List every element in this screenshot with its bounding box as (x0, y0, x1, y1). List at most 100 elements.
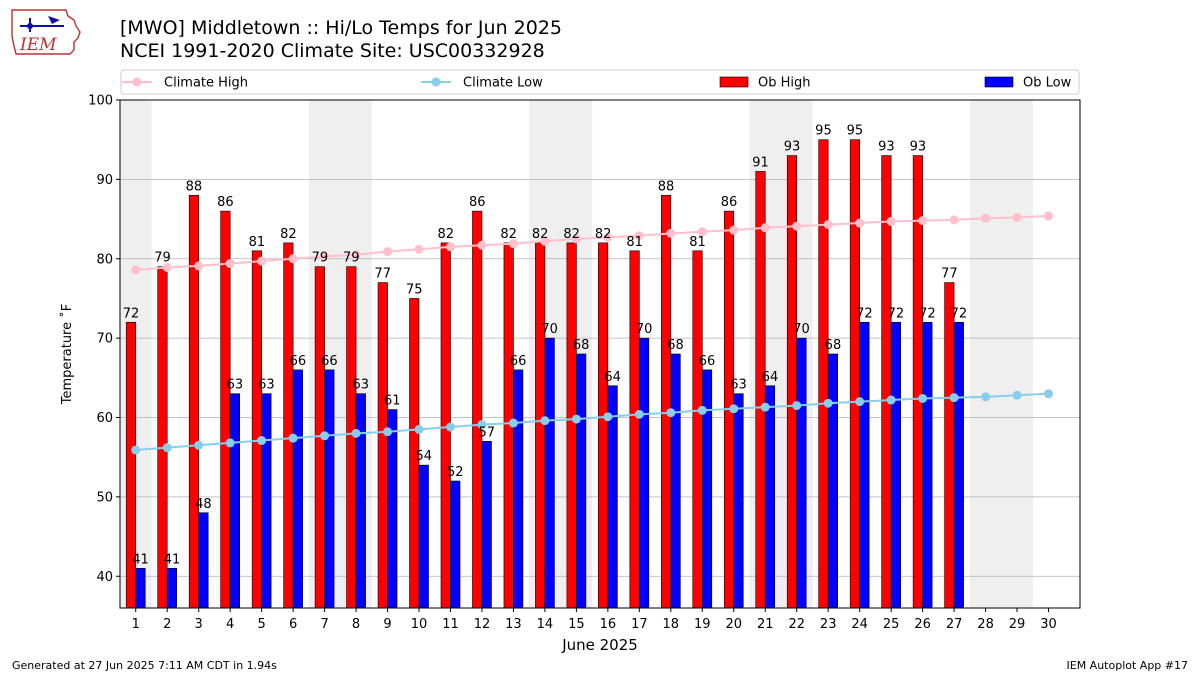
y-tick-label-50: 50 (96, 490, 113, 505)
ob-low-bar-10 (418, 464, 429, 609)
ob-low-bar-23 (827, 353, 838, 609)
x-tick-label-21: 21 (757, 617, 774, 632)
x-tick-label-5: 5 (257, 617, 265, 632)
climate-low-point-14 (540, 416, 550, 426)
ob-high-label-13: 82 (500, 227, 517, 242)
ob-high-bar-18 (661, 194, 672, 609)
climate-low-point-26 (918, 393, 928, 403)
ob-high-bar-26 (912, 155, 923, 609)
x-tick-label-22: 22 (788, 617, 805, 632)
y-axis-label: Temperature ˚F (59, 304, 75, 405)
logo-text: IEM (19, 35, 57, 55)
climate-high-point-5 (257, 256, 267, 266)
climate-high-point-24 (855, 218, 865, 228)
ob-high-bar-4 (220, 210, 231, 609)
x-tick-label-3: 3 (195, 617, 203, 632)
x-tick-label-24: 24 (851, 617, 868, 632)
ob-low-label-24: 72 (856, 306, 873, 321)
y-tick-label-60: 60 (96, 411, 113, 426)
x-tick-label-1: 1 (132, 617, 140, 632)
x-tick-label-9: 9 (383, 617, 391, 632)
ob-high-label-17: 81 (626, 235, 643, 250)
ob-high-label-24: 95 (847, 124, 864, 139)
climate-high-point-18 (666, 228, 676, 238)
ob-low-bar-18 (670, 353, 681, 609)
ob-low-bar-5 (261, 393, 272, 609)
climate-high-point-12 (477, 240, 487, 250)
ob-high-bar-8 (346, 266, 357, 609)
climate-high-point-17 (634, 231, 644, 241)
ob-low-label-7: 66 (321, 354, 338, 369)
ob-low-label-10: 54 (415, 449, 432, 464)
ob-high-label-8: 79 (343, 251, 360, 266)
ob-high-bar-5 (251, 250, 262, 609)
x-tick-label-10: 10 (411, 617, 428, 632)
y-tick-label-40: 40 (96, 570, 113, 585)
x-tick-label-28: 28 (977, 617, 994, 632)
ob-low-label-21: 64 (762, 370, 779, 385)
weekend-shade-4 (749, 100, 813, 608)
climate-low-point-15 (571, 414, 581, 424)
x-tick-label-6: 6 (289, 617, 297, 632)
climate-high-point-4 (225, 259, 235, 269)
climate-high-point-10 (414, 244, 424, 254)
ob-high-legend-swatch (719, 76, 749, 88)
ob-low-label-4: 63 (227, 378, 244, 393)
ob-low-bar-1 (135, 568, 146, 609)
climate-low-point-7 (320, 431, 330, 441)
climate-low-point-12 (477, 420, 487, 430)
ob-low-label-9: 61 (384, 394, 401, 409)
ob-low-label-11: 52 (447, 465, 464, 480)
ob-high-bar-23 (818, 139, 829, 609)
ob-high-label-5: 81 (249, 235, 266, 250)
y-tick-label-90: 90 (96, 173, 113, 188)
ob-low-bar-27 (953, 321, 964, 609)
climate-high-point-27 (949, 215, 959, 225)
climate-low-point-4 (225, 438, 235, 448)
ob-high-label-6: 82 (280, 227, 297, 242)
climate-high-point-26 (918, 216, 928, 226)
app-footer: IEM Autoplot App #17 (1066, 659, 1189, 672)
ob-low-bar-25 (890, 321, 901, 609)
x-tick-label-7: 7 (320, 617, 328, 632)
ob-low-bar-13 (513, 369, 524, 609)
ob-high-label-9: 77 (375, 267, 392, 282)
climate-low-point-10 (414, 424, 424, 434)
climate-high-point-22 (792, 221, 802, 231)
ob-high-bar-19 (692, 250, 703, 609)
ob-low-bar-3 (198, 512, 209, 609)
x-tick-label-29: 29 (1009, 617, 1026, 632)
climate-high-point-19 (697, 227, 707, 237)
ob-high-label-12: 86 (469, 195, 486, 210)
ob-low-bar-4 (229, 393, 240, 609)
ob-low-bar-15 (576, 353, 587, 609)
y-tick-label-100: 100 (88, 94, 113, 109)
climate-high-point-11 (445, 242, 455, 252)
climate-high-point-28 (981, 213, 991, 223)
ob-low-label-18: 68 (667, 338, 684, 353)
ob-low-label-26: 72 (919, 306, 936, 321)
climate-low-point-13 (508, 418, 518, 428)
x-tick-label-19: 19 (694, 617, 711, 632)
ob-low-label-23: 68 (825, 338, 842, 353)
ob-high-bar-3 (188, 194, 199, 609)
x-tick-label-23: 23 (820, 617, 837, 632)
ob-low-bar-16 (607, 385, 618, 609)
climate-high-legend-marker (132, 77, 142, 87)
ob-low-bar-7 (324, 369, 335, 609)
climate-low-point-20 (729, 404, 739, 414)
x-tick-label-15: 15 (568, 617, 585, 632)
ob-high-label-10: 75 (406, 282, 423, 297)
climate-low-point-21 (760, 402, 770, 412)
ob-high-bar-25 (881, 155, 892, 609)
climate-low-point-28 (981, 392, 991, 402)
ob-high-label-18: 88 (658, 179, 675, 194)
ob-low-label-25: 72 (888, 306, 905, 321)
weekend-shade-5 (969, 100, 1033, 608)
ob-low-bar-12 (481, 441, 492, 609)
ob-low-label-17: 70 (636, 322, 653, 337)
ob-low-label-6: 66 (290, 354, 307, 369)
climate-high-point-29 (1012, 212, 1022, 222)
ob-low-label-16: 64 (604, 370, 621, 385)
climate-high-point-30 (1044, 211, 1054, 221)
